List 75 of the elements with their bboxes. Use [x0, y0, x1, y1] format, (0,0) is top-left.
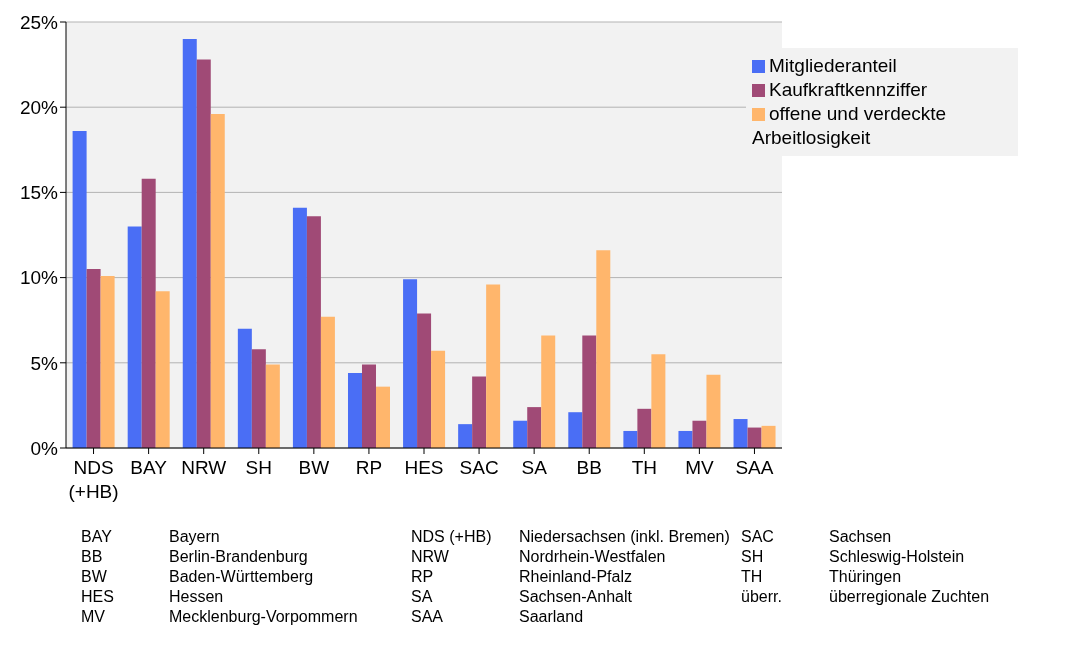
bar — [692, 420, 707, 448]
y-tick-label: 10% — [19, 267, 59, 289]
x-tick-label: BAY — [130, 457, 168, 478]
bar — [733, 419, 748, 448]
bar — [251, 349, 266, 448]
x-tick-label: SAA — [735, 457, 774, 478]
text: BB Berlin-Brandenburg — [81, 548, 308, 565]
text: SA Sachsen-Anhalt — [411, 588, 632, 605]
legend-label: offene und verdeckte Arbeitlosigkeit — [752, 103, 947, 148]
x-tick-label: SA — [521, 457, 548, 478]
bar — [417, 313, 432, 448]
bar — [596, 250, 611, 448]
bar — [141, 178, 156, 448]
x-tick-label: NDS (+HB) — [68, 457, 119, 502]
bar — [86, 269, 101, 448]
bar — [472, 376, 487, 448]
text: SAC Sachsen — [741, 528, 892, 545]
y-tick-label: 25% — [19, 11, 59, 33]
y-tick-label: 0% — [30, 437, 59, 459]
bar — [761, 425, 776, 448]
bar — [361, 364, 376, 448]
text: HES Hessen — [81, 588, 224, 605]
text: MV Mecklenburg-Vorpommern — [81, 608, 358, 625]
text: BAY Bayern — [81, 528, 220, 545]
bar — [320, 316, 335, 448]
text: NRW Nordrhein-Westfalen — [411, 548, 666, 565]
x-tick-label: BB — [576, 457, 602, 478]
bar — [623, 430, 638, 448]
bar — [196, 59, 211, 448]
y-tick-label: 20% — [19, 96, 59, 118]
text: TH Thüringen — [741, 568, 902, 585]
bar — [582, 335, 597, 448]
bar — [265, 364, 280, 448]
bar — [100, 275, 115, 448]
x-tick-label: SAC — [459, 457, 499, 478]
x-tick-label: HES — [404, 457, 444, 478]
legend-label: Mitgliederanteil — [769, 55, 897, 76]
bar — [513, 420, 528, 448]
bar — [431, 350, 446, 448]
y-tick-label: 5% — [30, 352, 59, 374]
x-tick-label: RP — [355, 457, 383, 478]
bar — [237, 328, 252, 448]
x-tick-label: BW — [298, 457, 330, 478]
bar — [568, 412, 583, 448]
text: SAA Saarland — [411, 608, 584, 625]
bar — [155, 291, 170, 448]
x-tick-label: SH — [245, 457, 272, 478]
x-tick-label: MV — [685, 457, 714, 478]
bar — [458, 424, 473, 448]
bar — [127, 226, 142, 448]
bar — [747, 427, 762, 448]
text: SH Schleswig-Holstein — [741, 548, 965, 565]
bar — [678, 430, 693, 448]
bar — [541, 335, 556, 448]
bar — [182, 39, 197, 448]
bar — [347, 373, 362, 448]
bar — [210, 114, 225, 448]
bar — [651, 354, 666, 448]
x-tick-label: NRW — [181, 457, 227, 478]
text: BW Baden-Württemberg — [81, 568, 314, 585]
bar — [292, 207, 307, 448]
bar — [486, 284, 501, 448]
bar — [306, 216, 321, 448]
legend-label: Kaufkraftkennziffer — [769, 79, 928, 100]
bar — [527, 407, 542, 448]
bar — [403, 279, 418, 448]
y-tick-label: 15% — [19, 182, 59, 204]
bar — [72, 131, 87, 448]
bar — [637, 408, 652, 448]
text: NDS (+HB) Niedersachsen (inkl. Bremen) — [411, 528, 730, 545]
bar — [375, 386, 390, 448]
x-tick-label: TH — [631, 457, 657, 478]
text: RP Rheinland-Pfalz — [411, 568, 632, 585]
text: überr. überregionale Zuchten — [741, 588, 990, 605]
bar — [706, 374, 721, 448]
